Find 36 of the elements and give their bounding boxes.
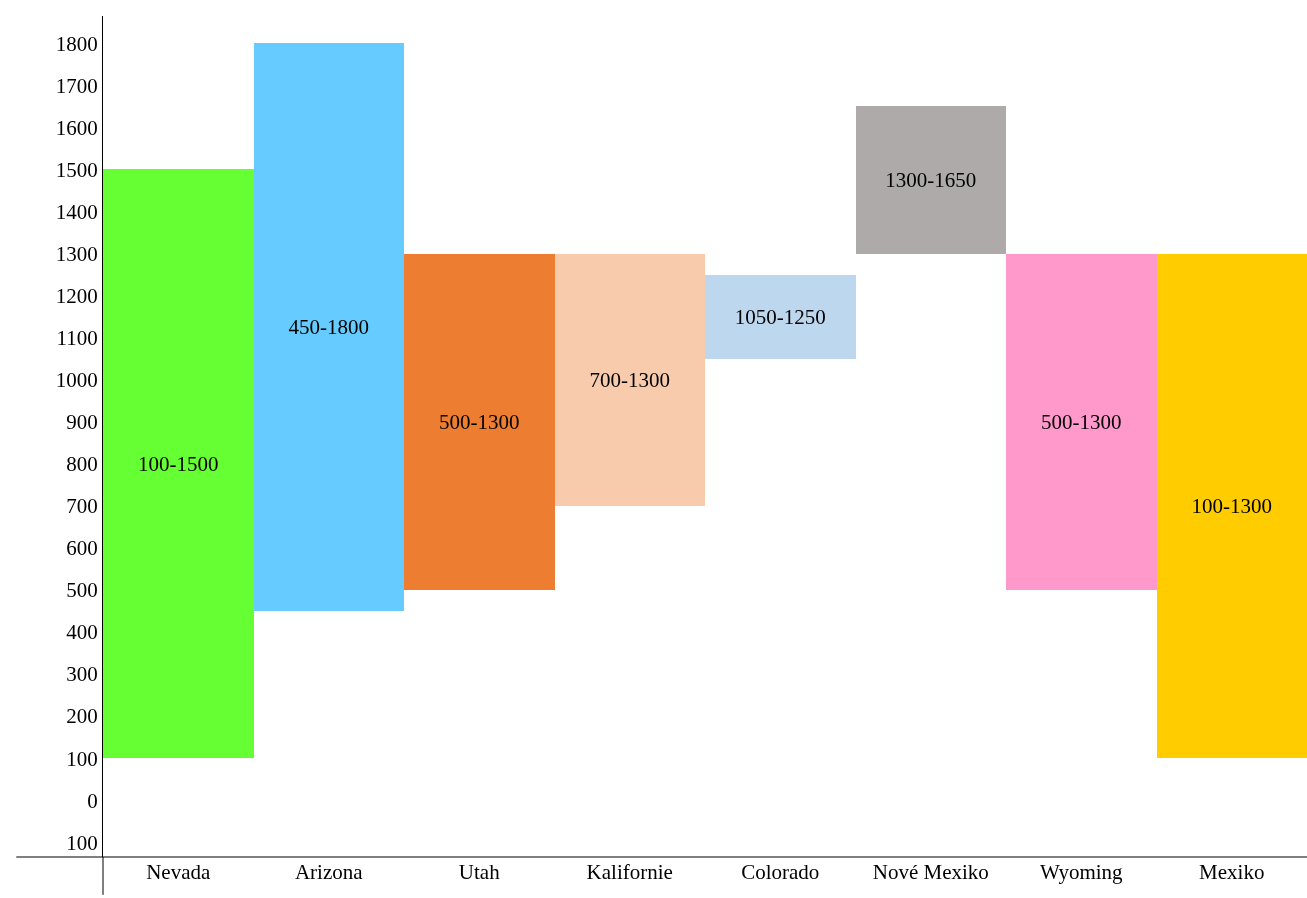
y-tick-label: 200 — [66, 704, 98, 729]
data-label: 100-1300 — [1191, 493, 1272, 518]
data-label: 500-1300 — [1041, 409, 1122, 434]
y-tick-label: 1100 — [56, 326, 98, 351]
data-label: 450-1800 — [288, 315, 369, 340]
y-tick-label: 1700 — [55, 73, 98, 98]
x-tick-label: Kalifornie — [586, 860, 673, 884]
y-tick-label: 1500 — [55, 157, 98, 182]
y-tick-label: 1000 — [55, 368, 98, 393]
data-label: 100-1500 — [138, 451, 219, 476]
y-tick-label: 1300 — [55, 241, 98, 266]
y-tick-label: 700 — [66, 494, 98, 519]
y-tick-label: 600 — [66, 536, 98, 561]
data-label: 1050-1250 — [734, 304, 826, 329]
y-tick-label: 800 — [66, 452, 98, 477]
y-tick-label: 900 — [66, 410, 98, 435]
y-tick-label: 300 — [66, 662, 98, 687]
x-tick-label: Arizona — [294, 860, 364, 884]
y-tick-label: 100 — [66, 830, 98, 855]
x-tick-label: Mexiko — [1199, 860, 1265, 884]
x-tick-label: Utah — [458, 860, 501, 884]
y-tick-label: 1800 — [55, 31, 98, 56]
y-tick-label: 1600 — [55, 115, 98, 140]
y-tick-label: 400 — [66, 620, 98, 645]
x-tick-label: Nové Mexiko — [872, 860, 989, 884]
x-tick-label: Colorado — [741, 860, 820, 884]
y-tick-label: 1200 — [55, 283, 98, 308]
x-tick-label: Nevada — [146, 860, 211, 884]
y-tick-label: 100 — [66, 746, 98, 771]
y-tick-label: 500 — [66, 578, 98, 603]
data-label: 500-1300 — [439, 409, 520, 434]
y-tick-label: 0 — [87, 788, 98, 813]
data-label: 700-1300 — [589, 367, 670, 392]
data-label: 1300-1650 — [885, 167, 977, 192]
x-tick-label: Wyoming — [1039, 860, 1124, 884]
y-tick-label: 1400 — [55, 199, 98, 224]
